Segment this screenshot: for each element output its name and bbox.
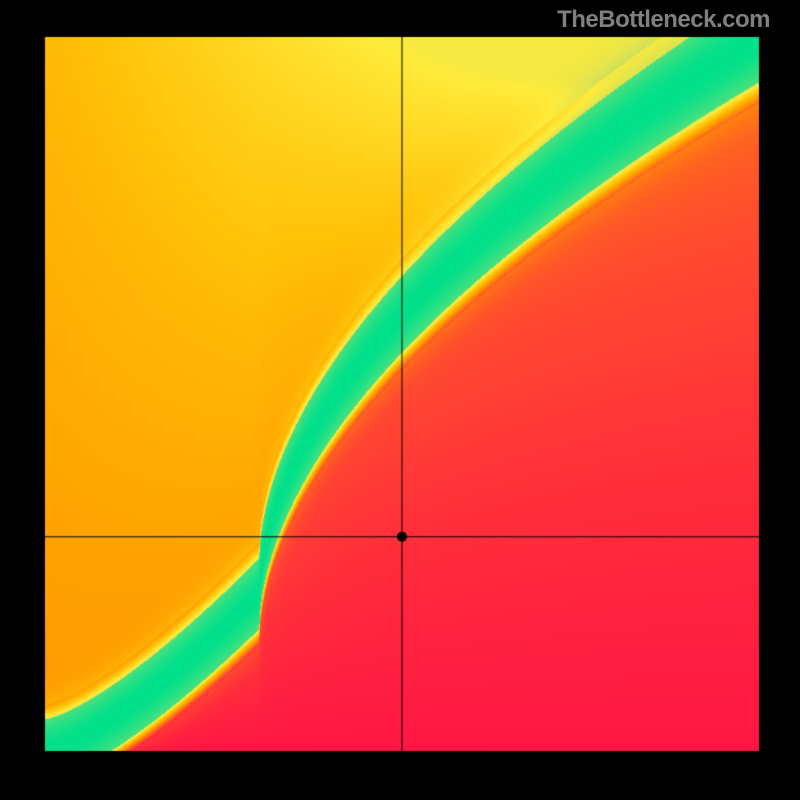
chart-container: TheBottleneck.com <box>0 0 800 800</box>
watermark-text: TheBottleneck.com <box>557 6 770 34</box>
heatmap-canvas <box>0 0 800 800</box>
